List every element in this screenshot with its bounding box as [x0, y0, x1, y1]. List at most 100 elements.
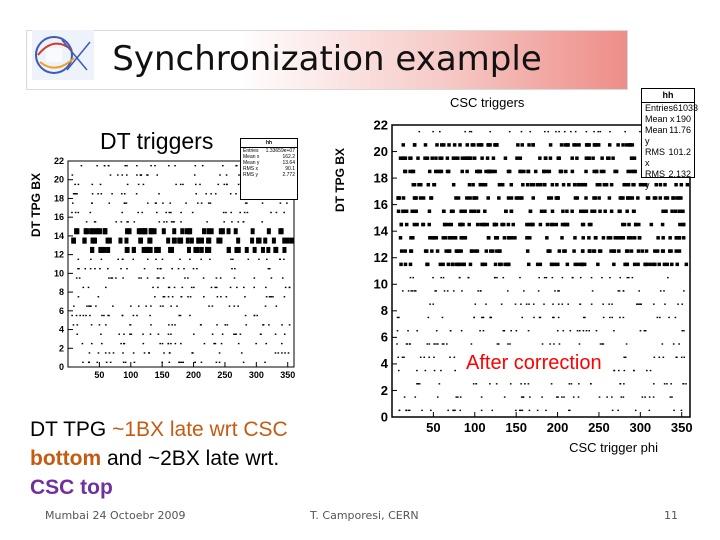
data-point	[497, 343, 500, 345]
data-point	[285, 237, 290, 244]
data-point	[504, 209, 508, 214]
data-point	[138, 237, 143, 244]
data-point	[520, 303, 522, 305]
data-point	[494, 236, 498, 240]
data-point	[532, 303, 535, 305]
data-point	[74, 211, 77, 214]
data-point	[506, 290, 509, 292]
data-point	[658, 356, 661, 358]
data-point	[503, 396, 506, 398]
data-point	[485, 156, 490, 160]
data-point	[111, 277, 114, 279]
data-point	[402, 156, 406, 160]
data-point	[187, 228, 192, 235]
data-point	[486, 143, 490, 147]
data-point	[286, 202, 288, 204]
data-point	[599, 169, 604, 174]
data-point	[489, 169, 493, 174]
data-point	[437, 343, 439, 345]
data-point	[575, 196, 580, 200]
data-point	[234, 267, 236, 270]
data-point	[558, 290, 560, 292]
data-point	[234, 246, 239, 253]
data-point	[584, 169, 588, 174]
data-point	[92, 237, 97, 244]
data-point	[458, 143, 462, 147]
data-point	[180, 342, 182, 345]
data-point	[682, 383, 684, 385]
data-point	[670, 209, 674, 214]
data-point	[176, 305, 178, 307]
stats-label: Mean y	[645, 125, 668, 146]
data-point	[483, 182, 488, 187]
data-point	[187, 277, 189, 279]
data-point	[121, 314, 124, 317]
data-point	[578, 383, 580, 385]
data-point	[446, 222, 451, 227]
data-point	[150, 164, 152, 167]
data-point	[684, 262, 689, 267]
data-point	[547, 169, 552, 174]
data-point	[412, 276, 415, 279]
data-point	[206, 228, 211, 235]
data-point	[266, 228, 271, 235]
data-point	[256, 314, 259, 317]
data-point	[578, 330, 581, 332]
data-point	[525, 303, 528, 305]
data-point	[470, 343, 473, 345]
data-point	[125, 202, 128, 204]
data-point	[514, 196, 519, 200]
data-point	[158, 221, 161, 223]
data-point	[441, 343, 444, 345]
data-point	[161, 342, 164, 345]
data-point	[678, 343, 680, 345]
data-point	[237, 342, 240, 345]
data-point	[526, 222, 531, 227]
data-point	[156, 267, 159, 270]
data-point	[626, 236, 631, 240]
data-point	[467, 182, 472, 187]
data-point	[481, 316, 483, 319]
data-point	[463, 236, 468, 240]
data-point	[162, 296, 165, 298]
data-point	[515, 156, 519, 160]
data-point	[671, 196, 675, 200]
data-point	[661, 343, 664, 345]
data-point	[406, 343, 409, 345]
data-point	[681, 236, 686, 240]
summary-text: DT TPG ~1BX late wrt CSC bottom and ~2BX …	[30, 415, 360, 502]
data-point	[202, 277, 205, 279]
data-point	[561, 276, 564, 279]
data-point	[174, 342, 177, 345]
data-point	[435, 330, 438, 332]
data-point	[526, 169, 530, 174]
data-point	[193, 286, 195, 289]
data-point	[560, 236, 564, 240]
data-point	[648, 396, 651, 398]
data-point	[435, 290, 438, 292]
data-point	[401, 209, 405, 214]
data-point	[638, 182, 643, 187]
data-point	[442, 222, 447, 227]
data-point	[637, 303, 639, 305]
data-point	[82, 286, 85, 289]
data-point	[591, 156, 595, 160]
data-point	[446, 169, 451, 174]
data-point	[680, 356, 683, 358]
data-point	[668, 316, 670, 319]
data-point	[632, 209, 636, 214]
data-point	[450, 262, 455, 267]
data-point	[528, 236, 532, 240]
data-point	[117, 174, 119, 176]
data-point	[434, 236, 439, 240]
data-point	[129, 333, 131, 335]
data-point	[441, 236, 446, 240]
data-point	[498, 262, 502, 267]
data-point	[159, 342, 162, 345]
data-point	[232, 258, 234, 261]
data-point	[491, 409, 494, 412]
data-point	[480, 396, 483, 398]
data-point	[252, 246, 257, 253]
data-point	[142, 342, 145, 345]
data-point	[663, 290, 665, 292]
